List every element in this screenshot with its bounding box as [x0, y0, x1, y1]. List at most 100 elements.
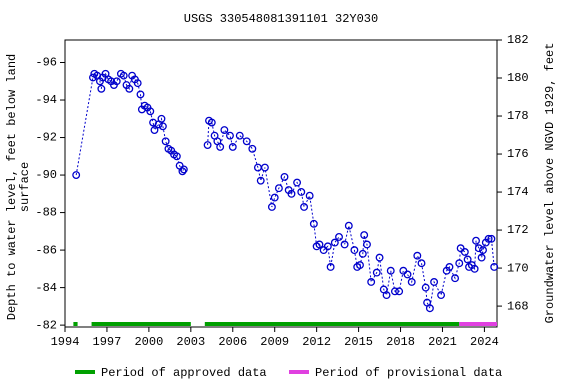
data-point [372, 268, 381, 277]
data-point [309, 219, 318, 228]
data-point [133, 79, 142, 88]
x-tick-label: 2000 [134, 335, 163, 349]
data-point [487, 234, 496, 243]
data-point [305, 191, 314, 200]
data-point [260, 163, 269, 172]
y-axis-label: surface [18, 162, 32, 212]
y2-tick-label: 180 [507, 71, 529, 85]
data-point [297, 187, 306, 196]
data-point [136, 90, 145, 99]
data-point [477, 253, 486, 262]
data-point [472, 236, 480, 245]
data-point [430, 278, 439, 286]
data-point [363, 240, 371, 249]
data-point [340, 240, 349, 249]
data-point [451, 274, 460, 283]
data-point [72, 171, 81, 180]
data-point [425, 304, 434, 313]
data-point [460, 248, 469, 256]
y-tick-label: -94 [35, 93, 57, 107]
y2-tick-label: 174 [507, 185, 529, 199]
x-tick-label: 2003 [176, 335, 205, 349]
y-tick-label: -84 [35, 281, 57, 295]
data-point [344, 221, 353, 230]
x-tick-label: 2015 [344, 335, 373, 349]
data-point [203, 141, 212, 149]
data-point [421, 283, 430, 292]
period-bar [459, 322, 497, 326]
data-point [220, 126, 229, 134]
data-point [256, 176, 265, 185]
data-point [157, 114, 166, 123]
data-point [484, 234, 493, 243]
data-point [407, 278, 416, 286]
y-axis-label: Depth to water level, feet below land [5, 54, 19, 320]
data-point [125, 84, 134, 93]
data-point [356, 261, 364, 270]
data-point [479, 246, 487, 255]
data-point [178, 167, 187, 176]
data-point [360, 231, 369, 240]
data-point [375, 253, 384, 262]
data-point [287, 189, 296, 198]
x-tick-label: 2006 [218, 335, 247, 349]
data-point [179, 165, 188, 174]
data-point [323, 242, 332, 251]
data-point [463, 255, 472, 264]
data-point [445, 263, 454, 271]
data-point [89, 73, 97, 82]
data-point [474, 244, 483, 253]
data-point [315, 240, 324, 249]
data-point [395, 287, 404, 296]
plot-frame [64, 39, 498, 328]
legend-label: Period of approved data [101, 366, 267, 380]
x-tick-label: 2021 [428, 335, 457, 349]
data-point [235, 131, 244, 140]
y-tick-label: -86 [35, 243, 57, 257]
data-point [417, 259, 426, 268]
data-point [216, 142, 225, 151]
data-point [413, 251, 422, 260]
data-point [350, 246, 359, 255]
data-point [97, 84, 106, 93]
y-tick-label: -96 [35, 56, 57, 70]
data-point [490, 263, 499, 271]
data-point [228, 142, 237, 151]
data-point [330, 238, 339, 247]
legend-label: Period of provisional data [315, 366, 502, 380]
y-tick-label: -82 [35, 318, 57, 332]
x-tick-label: 2009 [260, 335, 289, 349]
data-point [386, 266, 395, 275]
x-tick-label: 2018 [386, 335, 415, 349]
data-point [158, 122, 167, 131]
data-point [112, 77, 121, 86]
data-point [119, 71, 128, 80]
data-point [280, 172, 289, 181]
data-point [161, 137, 170, 146]
data-point [390, 287, 399, 296]
data-point [248, 144, 257, 153]
data-point [367, 278, 376, 286]
x-tick-label: 1997 [93, 335, 122, 349]
y2-tick-label: 176 [507, 147, 529, 161]
data-point [358, 249, 367, 258]
data-point [326, 263, 335, 271]
data-point [293, 178, 302, 187]
data-line [75, 72, 495, 310]
y2-tick-label: 170 [507, 261, 529, 275]
chart-title: USGS 330548081391101 32Y030 [184, 12, 378, 26]
y2-axis-label: Groundwater level above NGVD 1929, feet [543, 43, 557, 324]
data-point [242, 137, 251, 146]
data-point [335, 233, 343, 241]
y2-tick-label: 178 [507, 109, 529, 123]
y2-tick-label: 168 [507, 299, 529, 313]
data-point [270, 193, 279, 202]
y2-tick-label: 172 [507, 223, 529, 237]
data-point [172, 152, 181, 161]
x-tick-label: 2012 [302, 335, 331, 349]
data-point [382, 291, 391, 300]
data-point [226, 131, 234, 140]
period-bar [91, 322, 191, 326]
data-point [267, 202, 276, 211]
